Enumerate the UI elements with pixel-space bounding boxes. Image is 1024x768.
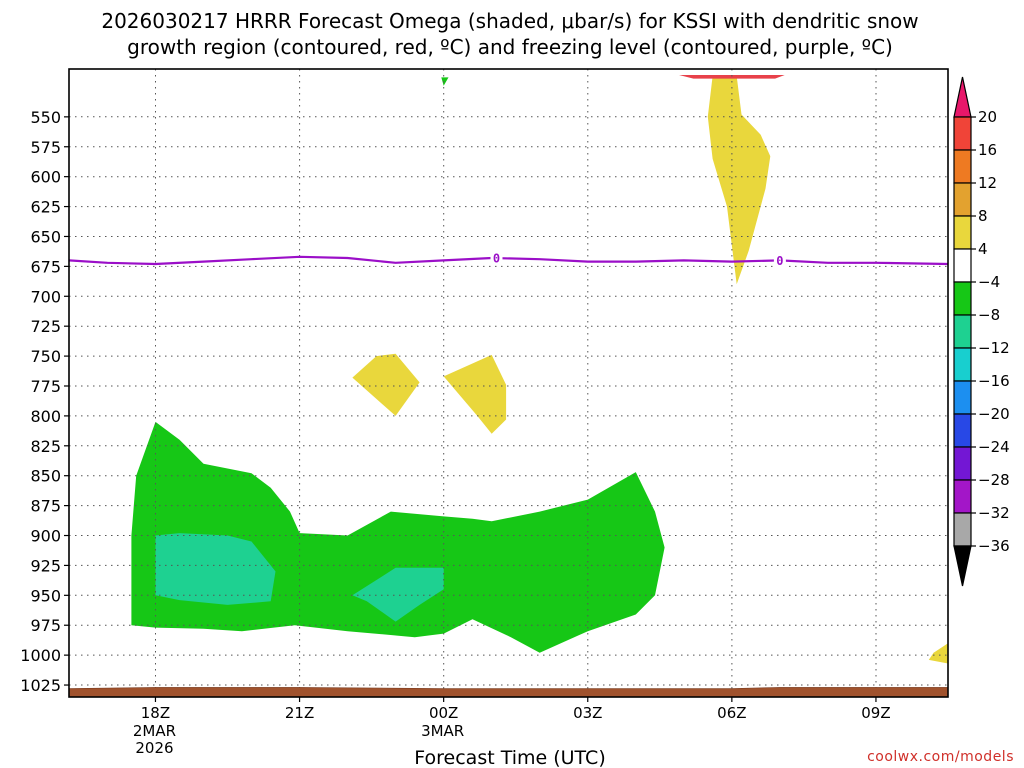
colorbar-tick-label: −16 xyxy=(978,372,1010,390)
x-tick-label: 00Z xyxy=(429,704,458,722)
colorbar-segment xyxy=(953,479,972,514)
colorbar-top-arrow xyxy=(953,76,972,118)
colorbar-tick-label: −12 xyxy=(978,339,1010,357)
colorbar-segment xyxy=(953,512,972,547)
omega-region-dgz-red-top xyxy=(679,75,785,79)
colorbar-tick-label: −24 xyxy=(978,438,1010,456)
terrain-band xyxy=(68,687,949,698)
colorbar-segment xyxy=(953,182,972,217)
colorbar-tick-label: −8 xyxy=(978,306,1000,324)
y-tick-label: 625 xyxy=(30,198,61,217)
freezing-label-bg xyxy=(773,253,786,268)
y-tick-label: 975 xyxy=(30,616,61,635)
colorbar-segment xyxy=(953,347,972,382)
freezing-level-label: 0 xyxy=(776,254,783,268)
colorbar-segment xyxy=(953,149,972,184)
colorbar-segment xyxy=(953,380,972,415)
colorbar-tick-label: −20 xyxy=(978,405,1010,423)
y-tick-label: 900 xyxy=(30,527,61,546)
y-tick-label: 925 xyxy=(30,556,61,575)
y-tick-label: 800 xyxy=(30,407,61,426)
omega-colorbar: 20 16 12 8 4 −4 −8 −12 −16 −20 −24 −28 −32 −36 xyxy=(953,76,1010,587)
colorbar-tick-label: 16 xyxy=(978,141,997,159)
y-tick-label: 725 xyxy=(30,317,61,336)
y-tick-label: 875 xyxy=(30,497,61,516)
y-tick-label: 575 xyxy=(30,138,61,157)
freezing-label-bg xyxy=(490,251,503,266)
y-tick-label: 600 xyxy=(30,168,61,187)
colorbar-segment xyxy=(953,281,972,316)
colorbar-tick-label: −4 xyxy=(978,273,1000,291)
freezing-level-label: 0 xyxy=(493,252,500,266)
omega-region-sinking-yellow-center-left xyxy=(352,353,420,416)
y-tick-label: 950 xyxy=(30,586,61,605)
y-tick-label: 1025 xyxy=(20,676,61,695)
y-tick-label: 775 xyxy=(30,377,61,396)
colorbar-segment xyxy=(953,215,972,250)
y-tick-label: 675 xyxy=(30,257,61,276)
x-tick-label: 21Z xyxy=(285,704,314,722)
gridlines xyxy=(69,69,948,697)
omega-region-sinking-yellow-center-right xyxy=(443,354,507,434)
x-tick-label: 06Z xyxy=(717,704,746,722)
colorbar-segment xyxy=(953,116,972,151)
y-tick-label: 825 xyxy=(30,437,61,456)
y-tick-label: 750 xyxy=(30,347,61,366)
chart-title-line2: growth region (contoured, red, ºC) and f… xyxy=(127,35,893,59)
y-tick-label: 550 xyxy=(30,108,61,127)
omega-region-sinking-yellow-corner xyxy=(928,643,948,664)
colorbar-bottom-arrow xyxy=(953,545,972,587)
colorbar-tick-label: −32 xyxy=(978,504,1010,522)
x-tick-sublabel: 3MAR xyxy=(421,722,464,740)
colorbar-tick-label: 4 xyxy=(978,240,988,258)
colorbar-segment xyxy=(953,413,972,448)
terrain-surface xyxy=(68,687,949,698)
colorbar-segment xyxy=(953,446,972,481)
omega-region-upward-motion-green-top xyxy=(441,77,449,86)
x-axis-title: Forecast Time (UTC) xyxy=(414,747,605,768)
plot-frame xyxy=(68,68,949,698)
colorbar-tick-label: 8 xyxy=(978,207,988,225)
x-tick-label: 03Z xyxy=(573,704,602,722)
pressure-axis: 550 575 600 625 650 675 700 725 750 775 800 825 850 8… xyxy=(20,108,69,695)
colorbar-tick-label: −28 xyxy=(978,471,1010,489)
credit-text: coolwx.com/models xyxy=(867,749,1014,765)
colorbar-tick-label: −36 xyxy=(978,537,1010,555)
x-tick-label: 18Z xyxy=(141,704,170,722)
omega-region-sinking-yellow-upper xyxy=(707,76,771,285)
x-tick-sublabel: 2026 xyxy=(135,739,173,757)
omega-region-upward-motion-teal-center xyxy=(352,567,444,622)
x-tick-label: 09Z xyxy=(861,704,890,722)
omega-region-upward-motion-teal-west xyxy=(155,533,276,605)
colorbar-segment xyxy=(953,314,972,349)
colorbar-segment xyxy=(953,248,972,283)
y-tick-label: 700 xyxy=(30,287,61,306)
y-tick-label: 1000 xyxy=(20,646,61,665)
y-tick-label: 850 xyxy=(30,467,61,486)
x-tick-sublabel: 2MAR xyxy=(133,722,176,740)
y-tick-label: 650 xyxy=(30,227,61,246)
colorbar-tick-label: 20 xyxy=(978,108,997,126)
chart-title-line1: 2026030217 HRRR Forecast Omega (shaded, … xyxy=(101,9,918,33)
colorbar-tick-label: 12 xyxy=(978,174,997,192)
